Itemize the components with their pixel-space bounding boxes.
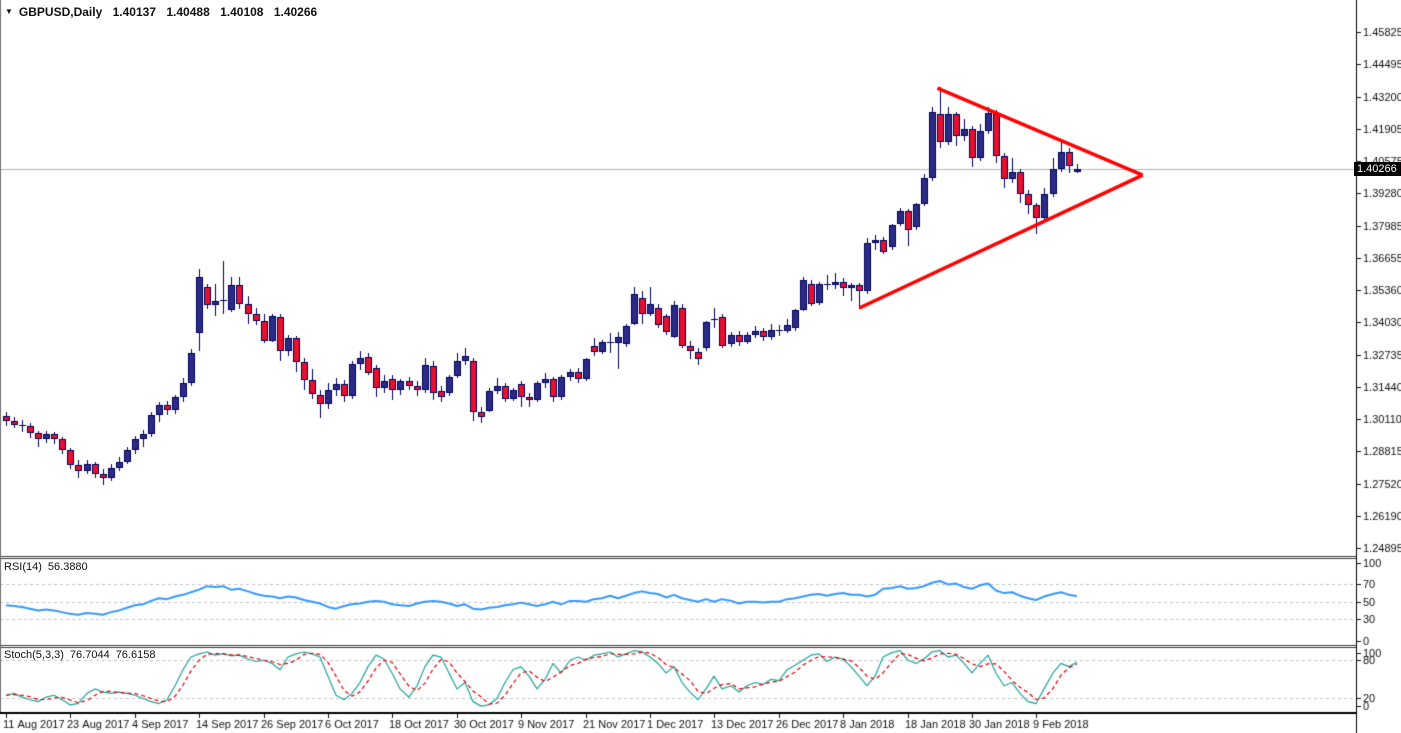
- high-value: 1.40488: [166, 5, 210, 19]
- rsi-indicator-label: RSI(14) 56.3880: [4, 561, 94, 573]
- chart-title: ▼ GBPUSD,Daily 1.40137 1.40488 1.40108 1.…: [5, 5, 317, 19]
- low-value: 1.40108: [220, 5, 264, 19]
- stoch-indicator-label: Stoch(5,3,3) 76.7044 76.6158: [4, 649, 161, 661]
- rsi-value: 56.3880: [47, 561, 88, 573]
- stoch-name: Stoch(5,3,3): [4, 649, 64, 661]
- stoch-d-value: 76.6158: [115, 649, 156, 661]
- symbol-period-label: GBPUSD,Daily: [18, 5, 103, 19]
- chevron-down-icon[interactable]: ▼: [5, 7, 13, 16]
- rsi-name: RSI(14): [4, 561, 42, 573]
- stoch-k-value: 76.7044: [69, 649, 110, 661]
- current-price-badge: 1.40266: [1354, 162, 1401, 176]
- open-value: 1.40137: [112, 5, 157, 19]
- close-value: 1.40266: [273, 5, 318, 19]
